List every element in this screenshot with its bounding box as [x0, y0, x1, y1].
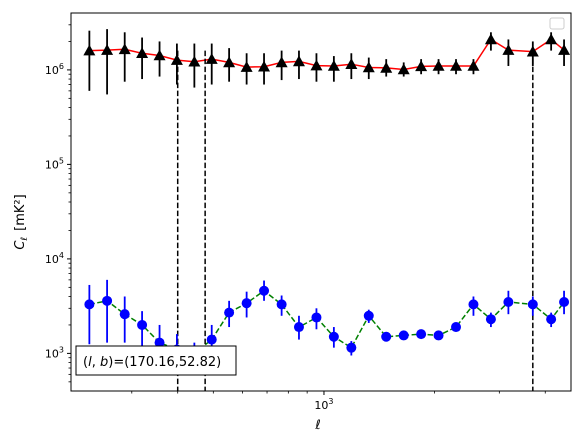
series-0-point — [153, 49, 166, 61]
series-0-point — [118, 43, 131, 55]
vertical-lines-layer — [176, 50, 534, 391]
y-tick-label: 105 — [45, 156, 64, 171]
series-1-point — [546, 314, 557, 325]
series-0-point — [558, 44, 571, 55]
series-0-point — [170, 54, 183, 65]
series-0-point — [188, 55, 201, 67]
series-1-point — [224, 307, 235, 318]
series-1-point — [276, 299, 287, 310]
series-1-point — [206, 334, 217, 345]
series-0-point — [240, 61, 253, 72]
svg-text:(l, b)=(170.16,52.82): (l, b)=(170.16,52.82) — [83, 355, 221, 370]
series-1-point — [468, 299, 479, 310]
series-1-point — [154, 337, 165, 348]
series-lines-layer — [89, 38, 565, 355]
annotation: (l, b)=(170.16,52.82) — [75, 345, 237, 376]
series-1-point — [503, 296, 514, 307]
series-0-point — [545, 33, 558, 45]
y-axis-label-unit: [mK²] — [13, 194, 28, 231]
series-0-point — [432, 59, 445, 71]
series-0-point — [223, 56, 236, 68]
y-tick-label: 106 — [45, 62, 64, 77]
y-axis-label-main: C — [13, 240, 28, 250]
series-1-point — [451, 322, 462, 333]
series-1-point — [559, 296, 570, 307]
series-1-point — [416, 329, 427, 340]
series-1-point — [485, 314, 496, 325]
svg-text:Cℓ[mK²]: Cℓ [mK²] — [13, 194, 30, 249]
series-1-point — [346, 342, 357, 353]
series-0-point — [292, 55, 305, 67]
series-1-point — [102, 295, 113, 306]
axes-layer: 103 103 104 105 106 — [45, 12, 572, 412]
series-1-point — [137, 319, 148, 330]
y-axis-label-sub: ℓ — [20, 237, 30, 242]
series-1-point — [84, 299, 95, 310]
series-0-point — [484, 33, 497, 45]
series-1-point — [328, 331, 339, 342]
y-tick-label: 103 — [45, 345, 64, 360]
series-0-point — [450, 59, 463, 71]
series-0-point — [362, 61, 375, 73]
x-tick-label: 103 — [314, 397, 333, 412]
y-tick-label: 104 — [45, 251, 64, 266]
series-1-point — [381, 331, 392, 342]
series-1-point — [119, 309, 130, 320]
series-0-point — [526, 45, 539, 57]
series-1-point — [311, 312, 322, 323]
series-1-point — [433, 330, 444, 341]
legend-box — [549, 17, 565, 30]
y-axis-label: Cℓ [mK²] — [13, 194, 30, 249]
series-0-point — [275, 56, 288, 68]
series-0-point — [345, 58, 358, 69]
series-0-point — [205, 53, 218, 64]
series-0-point — [83, 44, 96, 56]
series-1-line — [89, 289, 565, 355]
series-0-point — [397, 63, 410, 75]
x-axis-label: ℓ — [314, 418, 320, 433]
series-1-point — [527, 299, 538, 310]
series-1-point — [293, 322, 304, 333]
series-0-point — [327, 59, 340, 71]
series-1-point — [241, 298, 252, 309]
series-1-point — [363, 310, 374, 321]
series-1-point — [398, 330, 409, 341]
series-0-point — [502, 44, 515, 55]
series-0-point — [136, 47, 149, 59]
annotation-l: l — [88, 355, 92, 370]
annotation-value: =(170.16,52.82) — [113, 355, 221, 370]
series-0-point — [415, 60, 428, 72]
annotation-box — [75, 345, 237, 376]
series-0-line — [89, 38, 565, 71]
series-0-point — [380, 61, 393, 73]
series-0-point — [467, 59, 480, 71]
series-1-point — [259, 285, 270, 296]
series-0-point — [310, 59, 323, 71]
series-0-point — [258, 60, 271, 72]
annotation-b: b — [100, 355, 108, 370]
markers-layer — [83, 33, 571, 359]
series-0-point — [101, 44, 114, 55]
